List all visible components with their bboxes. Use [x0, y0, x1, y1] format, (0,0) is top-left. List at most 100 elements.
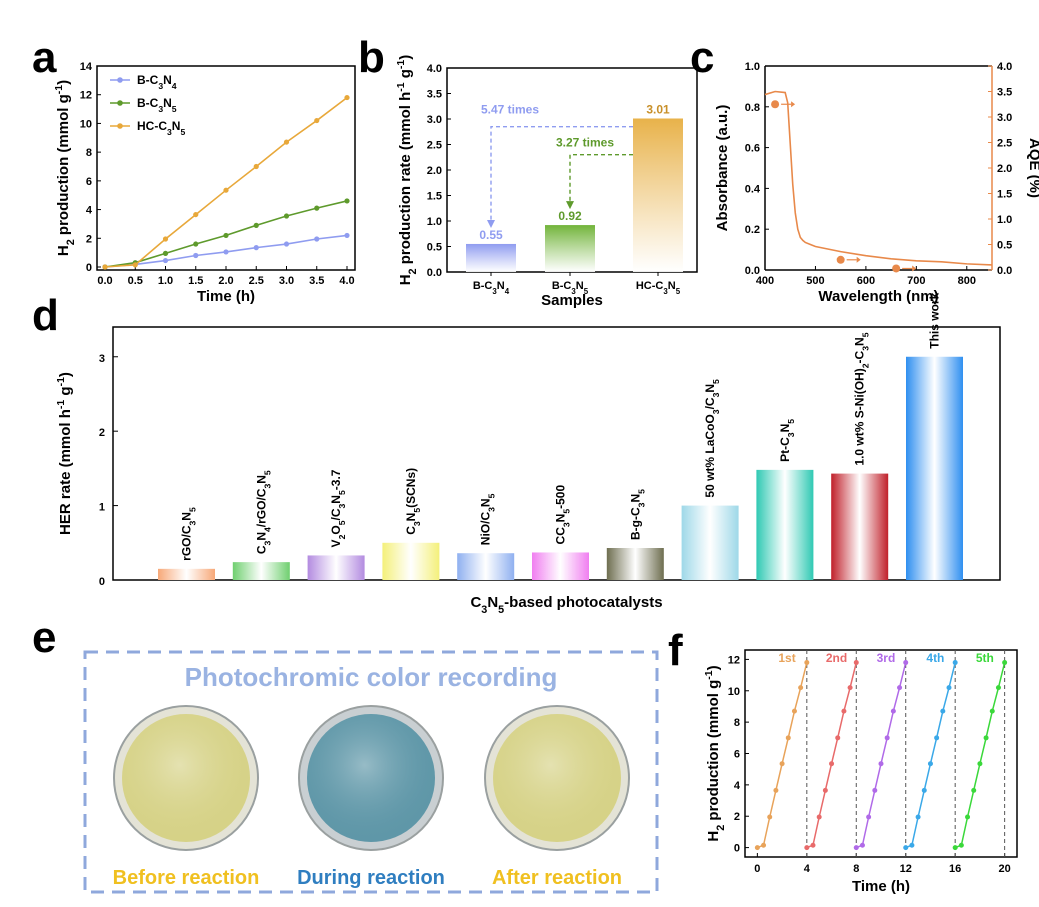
y-axis-label: H2 production (mmol g-1) [703, 665, 727, 841]
y-tick-label: 3.0 [427, 114, 442, 126]
y-tick-label: 0 [734, 843, 740, 855]
y-tick-label: 4.0 [427, 63, 442, 75]
panel-letter-b: b [358, 33, 385, 82]
ratio-arrow-2 [569, 153, 633, 206]
cycle-line-4 [954, 662, 1006, 849]
x-tick-label: HC-C3N5 [636, 280, 681, 296]
data-point [995, 685, 1001, 691]
cycle-label: 3rd [877, 651, 896, 665]
legend-marker [117, 123, 123, 129]
petri-dish-highlight [122, 714, 250, 842]
data-point [952, 660, 958, 666]
cycle-label: 2nd [826, 651, 847, 665]
data-point [223, 249, 229, 255]
x-tick-label: 0 [754, 863, 760, 875]
bar [307, 555, 365, 580]
bar [466, 243, 516, 272]
arrow-head [856, 256, 861, 263]
panel-b-bar-chart: 0.0 0.5 1.0 1.5 2.0 2.5 3.0 3.5 4.0 0.55 B-C3N4 0.9… [395, 55, 698, 309]
x-tick-label: 0.5 [128, 275, 143, 287]
photo-caption: Before reaction [113, 867, 260, 889]
data-point [835, 735, 841, 741]
data-point [283, 241, 290, 247]
y-tick-label: 10 [728, 686, 740, 698]
data-point [804, 660, 810, 666]
x-tick-label: 700 [907, 275, 925, 287]
y-tick-label: 14 [80, 61, 93, 73]
data-point [344, 232, 350, 239]
bar [906, 356, 963, 580]
y-tick-label: 3 [99, 353, 105, 365]
x-tick-label: 3.0 [279, 275, 294, 287]
bar-category-label: V2O5/C3N5-3.7 [329, 469, 347, 547]
y-right-tick-label: 1.5 [997, 189, 1012, 201]
y-tick-label: 2 [99, 427, 105, 439]
y-tick-label: 0.0 [427, 267, 442, 279]
data-point [847, 685, 853, 691]
arrow-head [566, 201, 574, 210]
y-tick-label: 0 [86, 262, 92, 274]
y-axis-label: Absorbance (a.u.) [714, 105, 731, 232]
x-tick-label: 3.5 [309, 275, 324, 287]
y-right-tick-label: 0.0 [997, 265, 1012, 277]
y-right-axis-label: AQE (%) [1026, 138, 1039, 198]
data-point [853, 845, 859, 851]
data-point [946, 685, 952, 691]
ratio-label-2: 3.27 times [556, 136, 614, 150]
data-point [253, 163, 259, 170]
arrow-head [791, 101, 796, 108]
petri-dish-highlight [307, 714, 435, 842]
x-tick-label: 12 [900, 863, 912, 875]
panel-c-absorbance-chart: 400 500 600 700 800 0.0 0.2 0.4 0.6 0.8 1.0 0.0 0.5 1… [714, 61, 1039, 305]
arrow-head [912, 265, 917, 272]
bar [545, 225, 595, 272]
bar-category-label: rGO/C3N5 [180, 507, 198, 561]
panel-letter-e: e [32, 613, 56, 662]
panel-letter-d: d [32, 291, 59, 340]
ratio-arrow-1 [490, 125, 633, 224]
cycle-line-2 [856, 662, 907, 849]
data-point [866, 814, 872, 820]
x-tick-label: 1.5 [188, 275, 203, 287]
data-point [102, 264, 108, 270]
y-tick-label: 12 [728, 654, 740, 666]
y-tick-label: 2.0 [427, 165, 442, 177]
y-tick-label: 8 [734, 717, 740, 729]
x-tick-label: 0.0 [97, 275, 112, 287]
bar-category-label: NiO/C3N5 [479, 493, 497, 545]
data-point [903, 845, 909, 851]
y-tick-label: 12 [80, 90, 92, 102]
aqe-point [892, 264, 901, 273]
cycle-line-3 [905, 662, 956, 849]
y-tick-label: 10 [80, 118, 92, 130]
y-tick-label: 2.5 [427, 140, 442, 152]
data-point [829, 761, 835, 767]
data-point [253, 222, 259, 228]
bar [606, 548, 664, 580]
x-axis-label: Wavelength (nm) [818, 288, 938, 305]
x-axis-label: Time (h) [197, 288, 255, 305]
data-point [897, 685, 903, 691]
panel-f-cycle-chart: 0 4 8 12 16 20 0 2 4 6 8 10 12 Time (h) H2 production … [703, 649, 1018, 895]
data-point [983, 735, 989, 741]
data-point [162, 236, 169, 242]
y-right-tick-label: 2.5 [997, 138, 1012, 150]
data-point [132, 262, 138, 268]
data-point [971, 787, 977, 793]
y-tick-label: 4 [734, 780, 741, 792]
data-point [193, 241, 199, 247]
y-tick-label: 0.0 [745, 265, 760, 277]
absorbance-curve [764, 90, 993, 266]
y-tick-label: 6 [86, 176, 92, 188]
data-point [816, 814, 822, 820]
data-point [952, 845, 958, 851]
data-point [314, 236, 320, 242]
data-point [253, 245, 259, 251]
y-tick-label: 4 [86, 205, 93, 217]
bar-category-label: Pt-C3N5 [778, 419, 796, 462]
bar-category-label: C3N5(SCNs) [404, 468, 422, 535]
data-point [162, 257, 169, 264]
y-tick-label: 0.8 [745, 102, 760, 114]
y-tick-label: 0.2 [745, 224, 760, 236]
data-point [283, 139, 290, 145]
